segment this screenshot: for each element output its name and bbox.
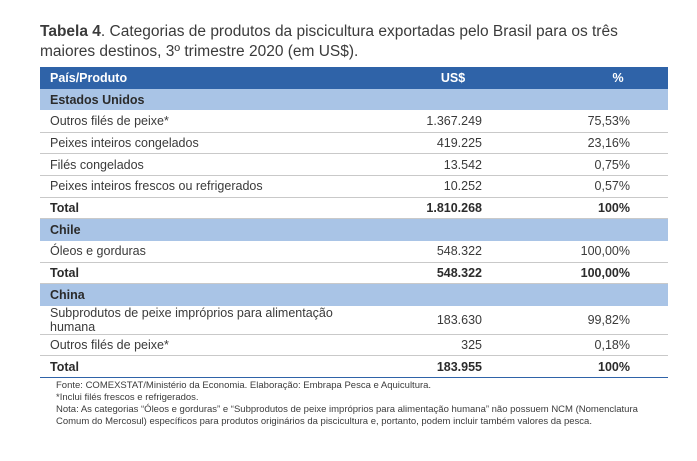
- percent-cell: 23,16%: [518, 132, 668, 155]
- group-name: Chile: [40, 218, 668, 241]
- total-label: Total: [40, 355, 358, 378]
- product-cell: Peixes inteiros congelados: [40, 132, 358, 155]
- usd-cell: 548.322: [358, 240, 518, 263]
- table-row: Óleos e gorduras 548.322 100,00%: [40, 240, 668, 263]
- table-notes: Fonte: COMEXSTAT/Ministério da Economia.…: [56, 380, 656, 428]
- percent-cell: 0,57%: [518, 175, 668, 198]
- total-row: Total 548.322 100,00%: [40, 262, 668, 285]
- table-row: Subprodutos de peixe impróprios para ali…: [40, 305, 668, 335]
- table-row: Outros filés de peixe* 325 0,18%: [40, 334, 668, 357]
- header-percent: %: [518, 67, 668, 89]
- caption-text: . Categorias de produtos da piscicultura…: [40, 23, 618, 60]
- group-row-chile: Chile: [40, 218, 668, 241]
- table-row: Peixes inteiros frescos ou refrigerados …: [40, 175, 668, 198]
- group-row-china: China: [40, 283, 668, 306]
- product-cell: Subprodutos de peixe impróprios para ali…: [40, 305, 358, 335]
- table-row: Outros filés de peixe* 1.367.249 75,53%: [40, 110, 668, 133]
- usd-cell: 10.252: [358, 175, 518, 198]
- total-label: Total: [40, 262, 358, 285]
- exports-table: País/Produto US$ % Estados Unidos Outros…: [40, 67, 668, 378]
- footnote: *Inclui filés frescos e refrigerados.: [56, 392, 199, 403]
- group-name: Estados Unidos: [40, 88, 668, 111]
- group-row-estados-unidos: Estados Unidos: [40, 88, 668, 111]
- total-usd: 548.322: [358, 262, 518, 285]
- methodology-note: Nota: As categorias “Óleos e gorduras” e…: [56, 404, 638, 427]
- table-header-row: País/Produto US$ %: [40, 67, 668, 89]
- total-row: Total 183.955 100%: [40, 355, 668, 378]
- header-country-product: País/Produto: [40, 67, 358, 89]
- table-caption: Tabela 4. Categorias de produtos da pisc…: [40, 22, 660, 62]
- percent-cell: 100,00%: [518, 240, 668, 263]
- total-percent: 100%: [518, 355, 668, 378]
- total-percent: 100%: [518, 197, 668, 220]
- percent-cell: 0,75%: [518, 153, 668, 176]
- usd-cell: 325: [358, 334, 518, 357]
- total-usd: 1.810.268: [358, 197, 518, 220]
- caption-label: Tabela 4: [40, 23, 101, 40]
- product-cell: Peixes inteiros frescos ou refrigerados: [40, 175, 358, 198]
- table-row: Filés congelados 13.542 0,75%: [40, 153, 668, 176]
- total-row: Total 1.810.268 100%: [40, 197, 668, 220]
- source-note: Fonte: COMEXSTAT/Ministério da Economia.…: [56, 380, 432, 391]
- usd-cell: 1.367.249: [358, 110, 518, 133]
- usd-cell: 183.630: [358, 305, 518, 335]
- product-cell: Outros filés de peixe*: [40, 334, 358, 357]
- total-label: Total: [40, 197, 358, 220]
- table-row: Peixes inteiros congelados 419.225 23,16…: [40, 132, 668, 155]
- product-cell: Outros filés de peixe*: [40, 110, 358, 133]
- usd-cell: 13.542: [358, 153, 518, 176]
- group-name: China: [40, 283, 668, 306]
- usd-cell: 419.225: [358, 132, 518, 155]
- product-cell: Filés congelados: [40, 153, 358, 176]
- header-usd: US$: [358, 67, 518, 89]
- percent-cell: 0,18%: [518, 334, 668, 357]
- product-cell: Óleos e gorduras: [40, 240, 358, 263]
- total-usd: 183.955: [358, 355, 518, 378]
- percent-cell: 99,82%: [518, 305, 668, 335]
- percent-cell: 75,53%: [518, 110, 668, 133]
- total-percent: 100,00%: [518, 262, 668, 285]
